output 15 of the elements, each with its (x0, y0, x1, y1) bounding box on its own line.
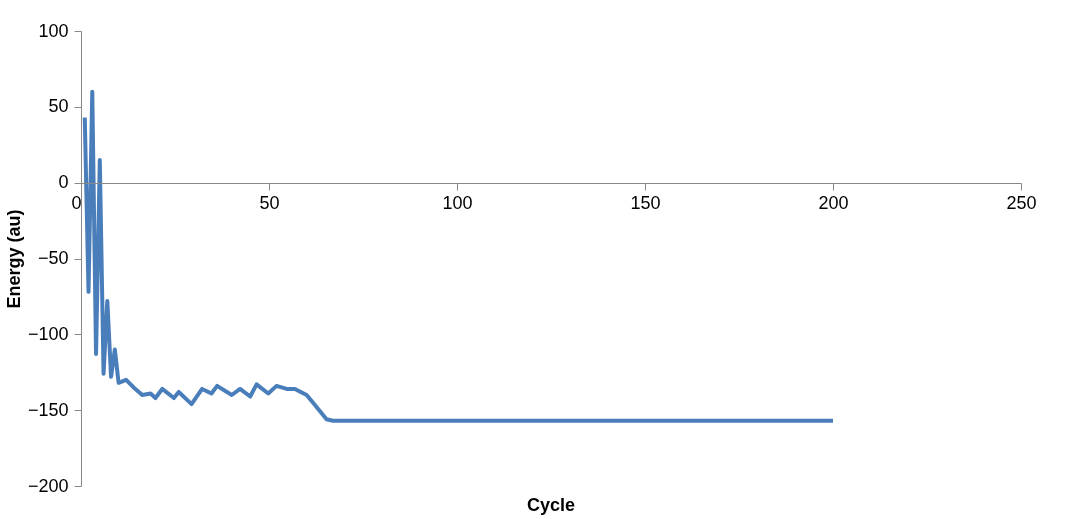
y-tick-label: 50 (48, 96, 69, 117)
x-tick-label: 100 (442, 192, 473, 213)
x-tick-label: 200 (818, 192, 849, 213)
y-tick-label: −50 (37, 248, 69, 268)
x-tick-label: 0 (71, 192, 82, 213)
x-tick-label: 150 (630, 192, 661, 213)
x-axis-title: Cycle (526, 495, 576, 515)
x-tick-label: 50 (259, 192, 280, 213)
y-tick-label: 0 (58, 172, 69, 193)
x-tick-label: 250 (1006, 192, 1037, 213)
y-tick-label: −100 (27, 323, 69, 344)
y-tick-label: −150 (27, 399, 69, 420)
y-axis-title: Energy (au) (3, 209, 24, 309)
y-tick-label: −200 (27, 475, 69, 496)
y-tick-label: 100 (38, 20, 69, 41)
